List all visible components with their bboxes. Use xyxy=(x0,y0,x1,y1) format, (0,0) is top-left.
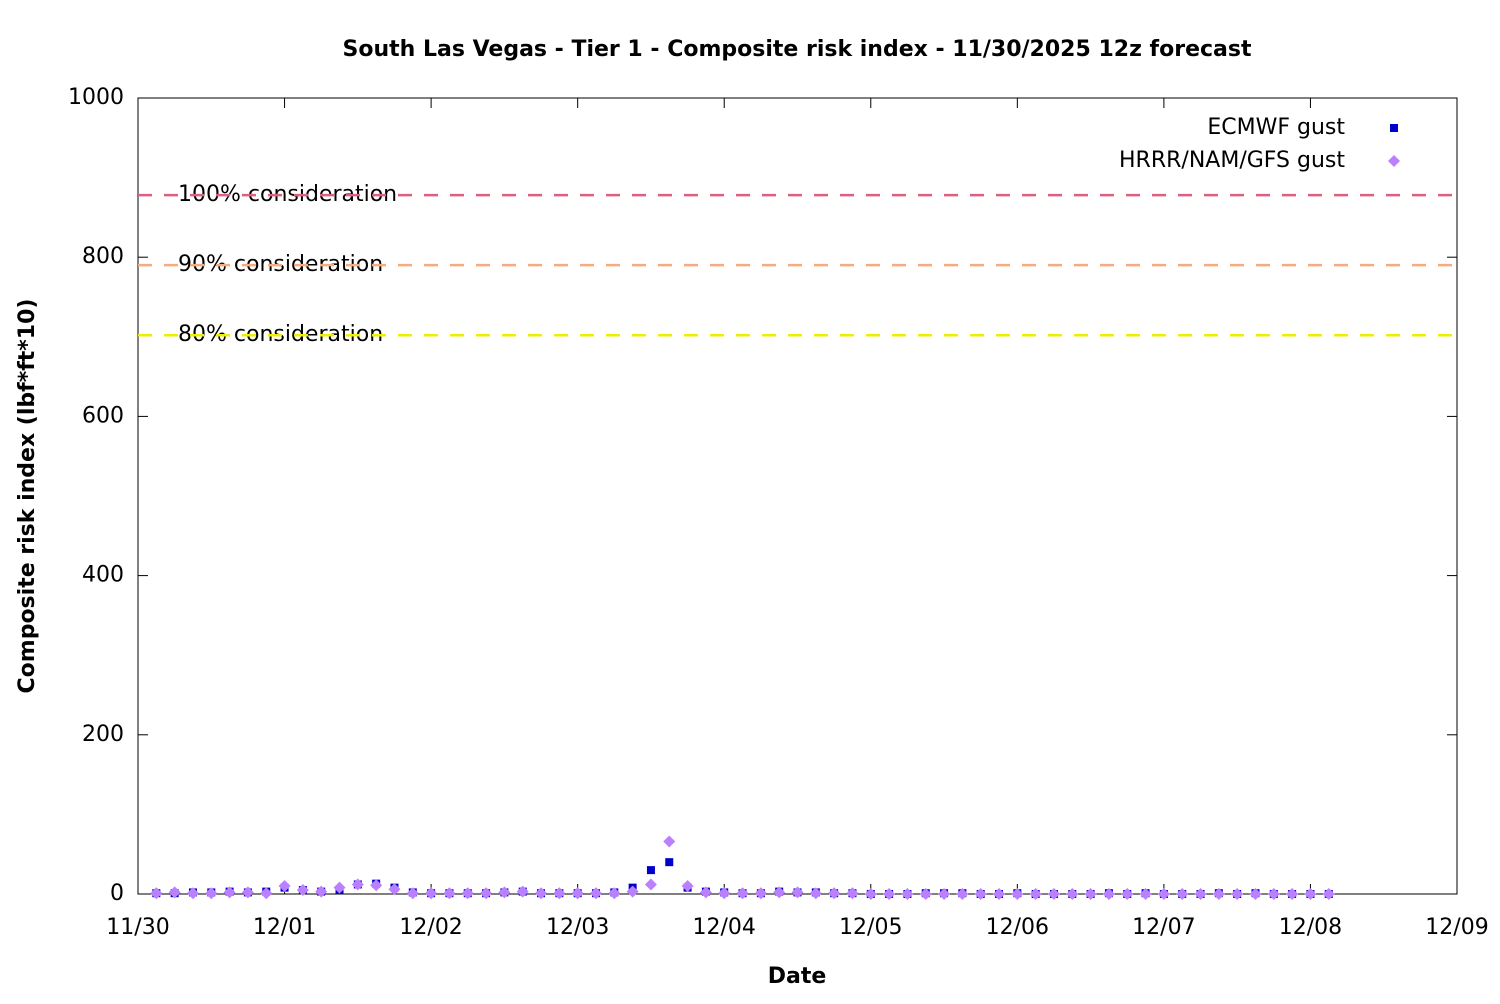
data-point xyxy=(718,887,731,900)
data-point xyxy=(535,887,548,900)
data-point xyxy=(370,879,383,892)
data-point xyxy=(773,886,786,899)
data-point xyxy=(883,888,896,900)
data-point xyxy=(1249,888,1262,900)
y-tick-label: 600 xyxy=(82,403,124,428)
x-tick-label: 12/09 xyxy=(1425,915,1488,940)
data-point xyxy=(278,880,291,893)
data-point xyxy=(1084,888,1097,900)
y-tick-label: 1000 xyxy=(68,85,124,110)
data-point xyxy=(553,887,566,900)
data-point xyxy=(1176,888,1189,900)
data-point xyxy=(974,888,987,900)
data-point xyxy=(1212,888,1225,900)
legend-marker xyxy=(1390,124,1398,132)
data-point xyxy=(901,888,914,900)
data-point xyxy=(736,887,749,900)
data-point xyxy=(351,878,364,891)
data-point xyxy=(315,885,328,898)
chart-title: South Las Vegas - Tier 1 - Composite ris… xyxy=(343,37,1252,62)
data-point xyxy=(919,888,932,900)
data-point xyxy=(1102,888,1115,900)
y-tick-label: 200 xyxy=(82,722,124,747)
data-point xyxy=(186,887,199,900)
data-point xyxy=(333,881,346,894)
data-point xyxy=(241,886,254,899)
x-tick-label: 12/07 xyxy=(1132,915,1195,940)
reference-label: 100% consideration xyxy=(178,182,397,207)
data-point xyxy=(223,886,236,899)
data-point xyxy=(1047,888,1060,900)
data-point xyxy=(1066,888,1079,900)
data-point xyxy=(516,885,529,898)
x-tick-label: 12/06 xyxy=(986,915,1049,940)
data-point xyxy=(150,887,163,900)
x-tick-label: 12/03 xyxy=(546,915,609,940)
y-tick-label: 800 xyxy=(82,244,124,269)
data-point xyxy=(608,887,621,900)
data-point xyxy=(956,888,969,900)
data-point xyxy=(406,887,419,900)
data-point xyxy=(296,884,309,897)
data-point xyxy=(809,887,822,900)
data-point xyxy=(480,887,493,900)
data-point xyxy=(646,866,655,875)
data-point xyxy=(1231,888,1244,900)
data-point xyxy=(1121,888,1134,900)
y-tick-label: 400 xyxy=(82,563,124,588)
data-point xyxy=(168,886,181,899)
data-point xyxy=(1286,888,1299,900)
x-tick-label: 12/05 xyxy=(839,915,902,940)
data-point xyxy=(1304,888,1317,900)
data-point xyxy=(461,887,474,900)
data-point xyxy=(425,887,438,900)
x-axis-label: Date xyxy=(768,964,827,989)
data-point xyxy=(205,887,218,900)
data-point xyxy=(791,886,804,899)
data-point xyxy=(663,835,676,848)
data-point xyxy=(1157,888,1170,900)
x-tick-label: 12/04 xyxy=(693,915,756,940)
data-point xyxy=(644,878,657,891)
legend-label: HRRR/NAM/GFS gust xyxy=(1119,148,1345,173)
x-tick-label: 12/08 xyxy=(1279,915,1342,940)
data-point xyxy=(571,887,584,900)
data-point xyxy=(681,880,694,893)
data-point xyxy=(498,886,511,899)
data-point xyxy=(1139,888,1152,900)
data-point xyxy=(1029,888,1042,900)
data-point xyxy=(938,888,951,900)
data-point xyxy=(589,887,602,900)
data-point xyxy=(1194,888,1207,900)
data-point xyxy=(828,887,841,900)
data-point xyxy=(1267,888,1280,900)
data-point xyxy=(260,887,273,900)
data-point xyxy=(864,888,877,900)
data-point xyxy=(699,886,712,899)
data-point xyxy=(1322,888,1335,900)
y-axis-label: Composite risk index (lbf*ft*10) xyxy=(15,299,40,694)
legend-label: ECMWF gust xyxy=(1207,115,1345,140)
data-point xyxy=(846,887,859,900)
plot-frame xyxy=(137,97,1458,895)
x-tick-label: 12/02 xyxy=(399,915,462,940)
legend-marker xyxy=(1388,155,1400,167)
data-point xyxy=(388,883,401,896)
data-point xyxy=(1011,888,1024,900)
data-point xyxy=(626,885,639,898)
x-tick-label: 11/30 xyxy=(106,915,169,940)
y-tick-label: 0 xyxy=(110,881,124,906)
x-tick-label: 12/01 xyxy=(253,915,316,940)
data-point xyxy=(665,858,674,867)
data-point xyxy=(443,887,456,900)
data-point xyxy=(754,887,767,900)
data-point xyxy=(993,888,1006,900)
